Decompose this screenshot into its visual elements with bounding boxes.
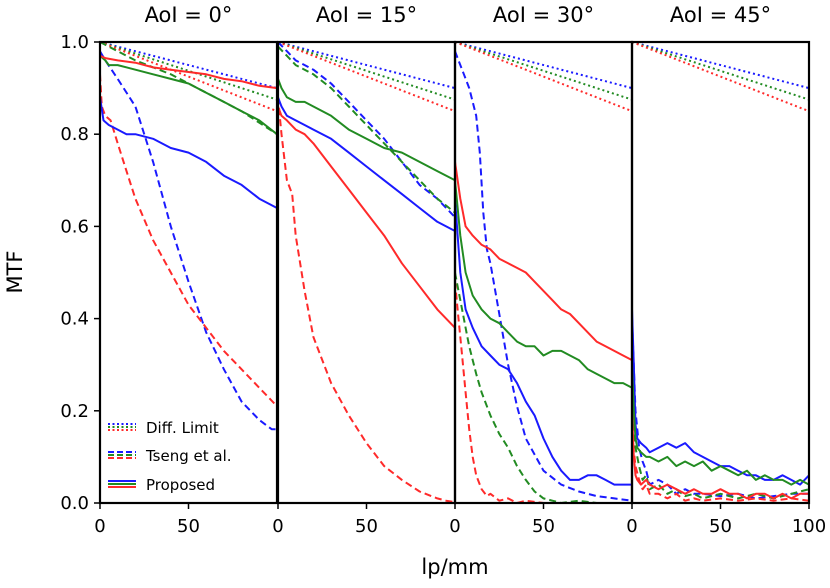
legend-label: Proposed [146, 476, 215, 494]
x-tick-label: 0 [94, 516, 105, 537]
legend-label: Tseng et al. [145, 447, 232, 465]
series-green-dotted [277, 41, 456, 101]
panel-4: AoI = 45° 0 50 100 [626, 3, 826, 537]
panel-3: AoI = 30° 0 50 [449, 3, 634, 537]
legend-label: Diff. Limit [146, 419, 219, 437]
series-green-dashed [631, 401, 810, 500]
series-red-solid [454, 161, 633, 361]
series-red-dotted [99, 41, 278, 113]
panel-title: AoI = 15° [316, 3, 417, 27]
series-blue-dotted [99, 41, 278, 90]
series-green-dotted [99, 41, 278, 101]
x-tick-label: 50 [532, 516, 555, 537]
series-green-solid [277, 78, 456, 182]
panel-title: AoI = 0° [145, 3, 233, 27]
legend-entry: Diff. Limit [108, 419, 219, 437]
legend-entry: Tseng et al. [108, 447, 232, 465]
series-blue-solid [631, 309, 810, 486]
series-red-dashed [99, 74, 278, 407]
series-green-dashed [454, 272, 632, 504]
x-tick-label: 100 [792, 516, 826, 537]
series-blue-solid [277, 96, 456, 232]
series-red-dotted [631, 41, 810, 113]
y-tick-label: 0.2 [60, 401, 89, 422]
x-axis-label: lp/mm [421, 555, 488, 579]
series-blue-dashed [99, 50, 277, 431]
panel-title: AoI = 45° [670, 3, 771, 27]
series-red-dashed [454, 281, 632, 504]
series-blue-dotted [454, 41, 633, 90]
series-blue-dashed [631, 318, 809, 500]
series-green-dashed [277, 45, 456, 214]
series-blue-dashed [277, 41, 456, 218]
legend: Diff. Limit Tseng et al. Proposed [108, 419, 232, 494]
panel-frame [630, 40, 811, 505]
y-tick-label: 0.8 [60, 124, 89, 145]
series-blue-dashed [454, 50, 633, 502]
x-tick-label: 0 [449, 516, 460, 537]
y-tick-label: 0.0 [60, 493, 89, 514]
x-tick-label: 0 [272, 516, 283, 537]
x-tick-label: 50 [177, 516, 200, 537]
series-green-solid [454, 180, 633, 389]
x-tick-label: 0 [626, 516, 637, 537]
series-blue-dotted [277, 41, 456, 90]
series-green-dashed [99, 41, 278, 136]
y-axis: 0.0 0.2 0.4 0.6 0.8 1.0 [60, 32, 100, 514]
legend-entry: Proposed [108, 476, 215, 494]
series-green-dotted [454, 41, 633, 101]
series-red-solid [631, 410, 809, 500]
panel-frame [276, 40, 457, 505]
y-axis-label: MTF [3, 250, 27, 293]
y-tick-label: 1.0 [60, 32, 89, 53]
series-green-solid [99, 55, 278, 135]
panel-2: AoI = 15° 0 50 [272, 3, 457, 537]
x-tick-label: 50 [355, 516, 378, 537]
series-blue-solid [454, 198, 632, 486]
panel-frame [453, 40, 634, 505]
panel-title: AoI = 30° [493, 3, 594, 27]
y-tick-label: 0.6 [60, 216, 89, 237]
series-blue-dotted [631, 41, 810, 90]
x-tick-label: 50 [709, 516, 732, 537]
panel-1: AoI = 0° 0 50 [94, 3, 279, 537]
y-tick-label: 0.4 [60, 309, 89, 330]
series-green-solid [631, 364, 810, 486]
series-red-solid [99, 54, 278, 90]
series-red-dashed [277, 97, 456, 504]
series-red-dashed [631, 433, 810, 502]
series-red-dotted [277, 41, 456, 113]
series-red-dotted [454, 41, 633, 113]
series-blue-solid [99, 97, 278, 209]
series-red-solid [277, 106, 456, 329]
series-green-dotted [631, 41, 810, 101]
